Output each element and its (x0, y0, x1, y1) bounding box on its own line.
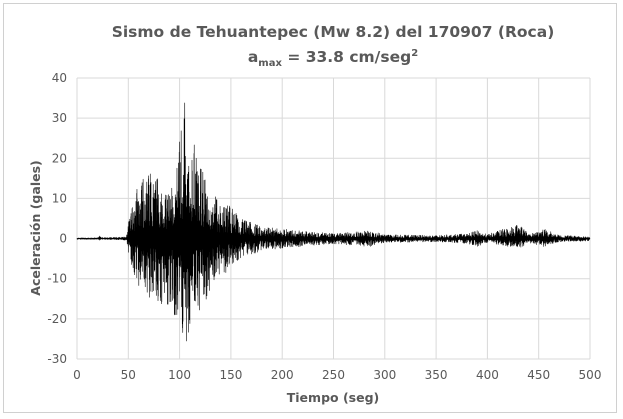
x-tick-label: 500 (579, 368, 602, 382)
x-tick-label: 250 (322, 368, 345, 382)
plot-area (76, 102, 591, 342)
x-tick-label: 0 (73, 368, 81, 382)
gridlines (76, 77, 591, 360)
y-tick-label: 0 (59, 232, 67, 246)
y-tick-label: 20 (52, 151, 67, 165)
chart-title: Sismo de Tehuantepec (Mw 8.2) del 170907… (112, 23, 555, 41)
x-tick-label: 300 (373, 368, 396, 382)
subtitle-text: = 33.8 cm/seg (282, 48, 411, 66)
subtitle-subscript: max (258, 58, 282, 69)
x-tick-label: 150 (219, 368, 242, 382)
series-line-0 (76, 102, 591, 342)
y-tick-label: 10 (52, 191, 67, 205)
x-tick-label: 50 (121, 368, 136, 382)
subtitle-superscript: 2 (411, 48, 418, 59)
x-tick-label: 200 (271, 368, 294, 382)
subtitle-prefix: a (248, 48, 258, 66)
y-axis-label: Aceleración (gales) (28, 160, 43, 295)
x-tick-label: 450 (527, 368, 550, 382)
y-tick-label: 40 (52, 71, 67, 85)
y-tick-label: 30 (52, 111, 67, 125)
x-tick-label: 350 (425, 368, 448, 382)
y-tick-labels: -30 -20 -10 0 10 20 30 40 (47, 71, 67, 366)
y-tick-label: -10 (47, 272, 67, 286)
x-tick-label: 100 (168, 368, 191, 382)
x-axis-label: Tiempo (seg) (287, 390, 380, 405)
chart-subtitle: amax = 33.8 cm/seg2 (248, 48, 418, 69)
x-tick-labels: 0 50 100 150 200 250 300 350 400 450 500 (73, 368, 601, 382)
y-tick-label: -30 (47, 352, 67, 366)
chart-frame (3, 3, 617, 413)
y-tick-label: -20 (47, 312, 67, 326)
x-tick-label: 400 (476, 368, 499, 382)
